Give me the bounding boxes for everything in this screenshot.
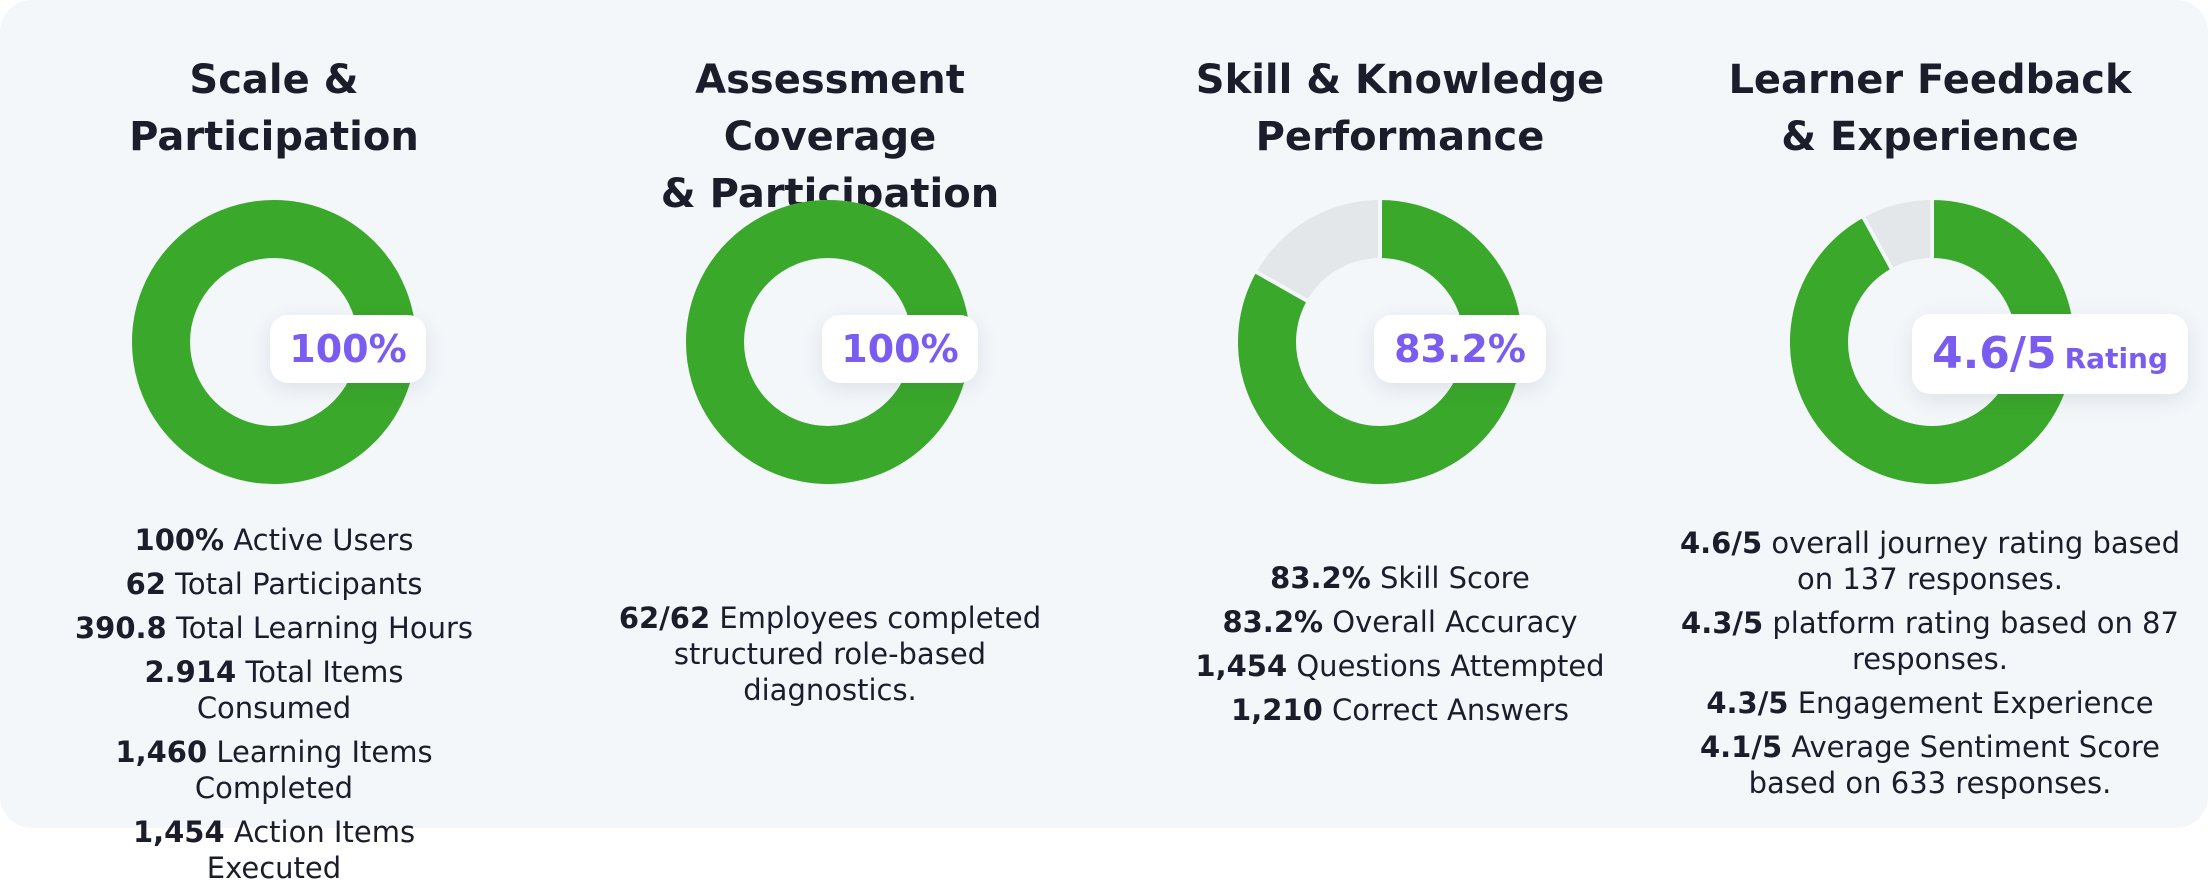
stats-list: 62/62 Employees completed structured rol…	[600, 600, 1060, 716]
stat-label: Learning Items Completed	[194, 735, 433, 805]
stat-value: 4.6/5	[1679, 526, 1763, 560]
stat-label: Total Participants	[175, 567, 423, 601]
card-title: Learner Feedback & Experience	[1728, 57, 2132, 160]
stat-item: 390.8 Total Learning Hours	[74, 610, 474, 646]
stat-value: 4.3/5	[1681, 606, 1764, 640]
rating-value: 4.6/5	[1931, 328, 2057, 379]
stat-item: 4.1/5 Average Sentiment Score based on 6…	[1660, 729, 2200, 801]
stat-label: Active Users	[233, 523, 414, 557]
donut-gap	[1253, 269, 1310, 304]
stat-item: 83.2% Overall Accuracy	[1160, 604, 1640, 640]
stat-label: Questions Attempted	[1296, 649, 1605, 683]
card-title: Assessment Coverage & Participation	[660, 57, 1000, 217]
stat-value: 4.3/5	[1706, 686, 1789, 720]
percent-badge: 83.2%	[1374, 315, 1546, 383]
stat-item: 1,454 Questions Attempted	[1160, 648, 1640, 684]
card-title: Scale & Participation	[129, 57, 419, 160]
stats-list: 4.6/5 overall journey rating based on 13…	[1660, 525, 2200, 809]
stat-item: 1,210 Correct Answers	[1160, 692, 1640, 728]
stat-label: Engagement Experience	[1797, 686, 2154, 720]
stat-value: 1,460	[115, 735, 208, 769]
stat-value: 1,210	[1231, 693, 1323, 727]
skill-knowledge-card: Skill & Knowledge Performance 83.2% 83.2…	[1160, 0, 1640, 828]
percent-value: 83.2%	[1394, 327, 1526, 371]
stat-label: Action Items Executed	[206, 815, 416, 885]
stat-value: 62/62	[618, 601, 711, 635]
stat-value: 4.1/5	[1699, 730, 1783, 764]
stat-item: 4.3/5 Engagement Experience	[1660, 685, 2200, 721]
stat-item: 4.3/5 platform rating based on 87 respon…	[1660, 605, 2200, 677]
percent-value: 100%	[841, 327, 959, 371]
stat-value: 2.914	[144, 655, 237, 689]
donut-fill	[1790, 200, 2074, 484]
rating-badge: 4.6/5 Rating	[1912, 314, 2188, 394]
learner-feedback-card: Learner Feedback & Experience 4.6/5 Ratin…	[1660, 0, 2200, 828]
stat-item: 100% Active Users	[74, 522, 474, 558]
stat-value: 83.2%	[1270, 561, 1371, 595]
stat-label: Correct Answers	[1331, 693, 1569, 727]
percent-badge: 100%	[270, 315, 426, 383]
stat-label: platform rating based on 87 responses.	[1772, 606, 2179, 676]
stat-value: 390.8	[75, 611, 167, 645]
stat-item: 62/62 Employees completed structured rol…	[600, 600, 1060, 708]
stat-value: 83.2%	[1222, 605, 1324, 639]
stat-item: 1,460 Learning Items Completed	[74, 734, 474, 806]
stats-list: 83.2% Skill Score 83.2% Overall Accuracy…	[1160, 560, 1640, 736]
stat-value: 1,454	[1195, 649, 1288, 683]
scale-participation-card: Scale & Participation 100% 100% Active U…	[74, 0, 474, 885]
stat-label: Average Sentiment Score based on 633 res…	[1748, 730, 2161, 800]
stat-value: 100%	[134, 523, 225, 557]
percent-badge: 100%	[822, 315, 978, 383]
stat-item: 1,454 Action Items Executed	[74, 814, 474, 886]
stat-item: 2.914 Total Items Consumed	[74, 654, 474, 726]
assessment-coverage-card: Assessment Coverage & Participation 100%…	[600, 0, 1060, 828]
stat-label: Overall Accuracy	[1332, 605, 1578, 639]
stat-value: 1,454	[132, 815, 225, 849]
stat-label: Skill Score	[1380, 561, 1530, 595]
stat-item: 62 Total Participants	[74, 566, 474, 602]
stat-label: Total Learning Hours	[175, 611, 473, 645]
stats-list: 100% Active Users 62 Total Participants …	[74, 522, 474, 894]
rating-unit: Rating	[2064, 342, 2169, 375]
stat-item: 83.2% Skill Score	[1160, 560, 1640, 596]
stat-value: 62	[125, 567, 166, 601]
stat-label: overall journey rating based on 137 resp…	[1771, 526, 2180, 596]
stat-label: Total Items Consumed	[196, 655, 404, 725]
card-title: Skill & Knowledge Performance	[1195, 57, 1605, 160]
donut-fill	[1238, 200, 1522, 484]
stat-item: 4.6/5 overall journey rating based on 13…	[1660, 525, 2200, 597]
donut-gap	[1860, 214, 1895, 272]
percent-value: 100%	[289, 327, 407, 371]
stat-label: Employees completed structured role-base…	[673, 601, 1042, 707]
